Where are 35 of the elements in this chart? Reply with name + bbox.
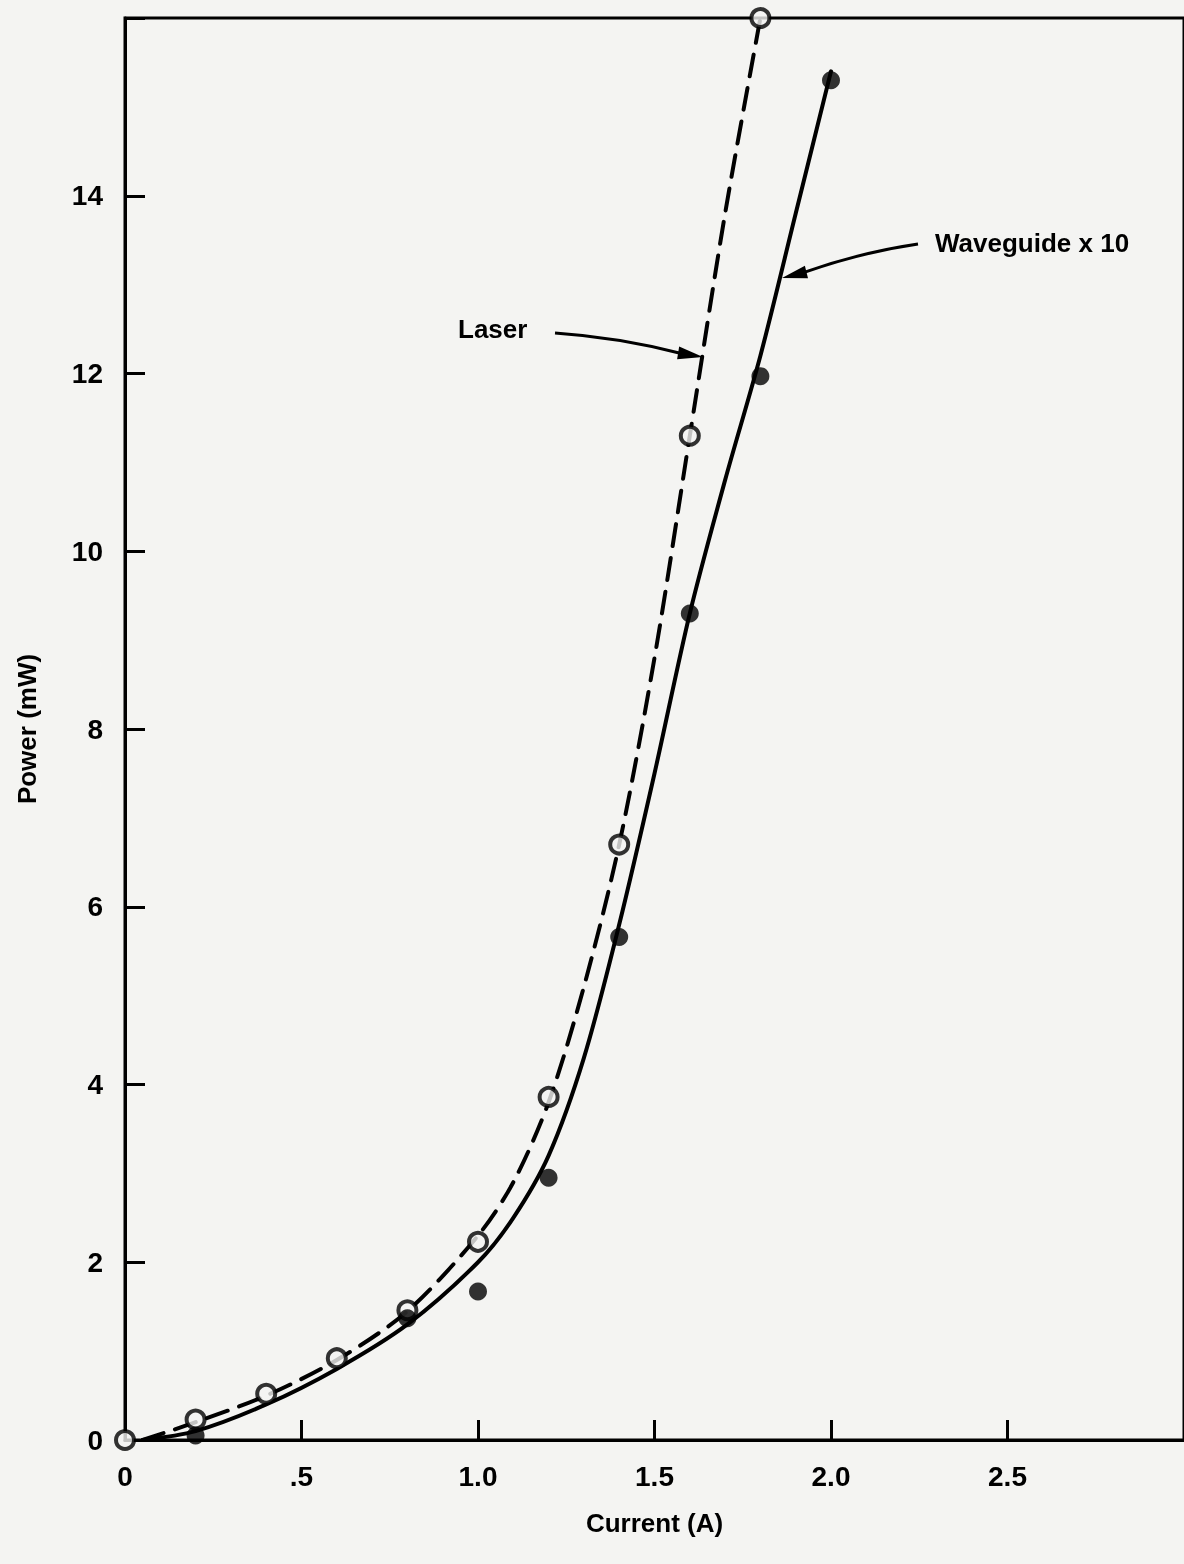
point bbox=[749, 7, 772, 29]
x-tick-label: .5 bbox=[289, 1460, 314, 1492]
point bbox=[469, 1282, 487, 1301]
point bbox=[680, 604, 699, 623]
annotation: Laser bbox=[458, 314, 528, 345]
y-tick-label: 4 bbox=[87, 1069, 104, 1100]
point bbox=[186, 1426, 205, 1445]
y-tick-label: 0 bbox=[87, 1424, 103, 1456]
y-tick-label: 6 bbox=[87, 891, 103, 923]
point bbox=[751, 367, 770, 386]
point bbox=[608, 833, 631, 856]
y-tick-label: 2 bbox=[87, 1246, 103, 1278]
x-tick-label: 1.0 bbox=[458, 1460, 498, 1492]
point bbox=[537, 1085, 560, 1108]
point bbox=[822, 71, 840, 90]
y-tick-label: 10 bbox=[71, 535, 103, 567]
x-axis-title: Current (A) bbox=[585, 1508, 724, 1538]
x-tick-label: 1.5 bbox=[635, 1460, 674, 1492]
y-tick-label: 8 bbox=[87, 713, 103, 745]
point bbox=[678, 424, 701, 447]
point bbox=[398, 1309, 417, 1328]
x-tick-label: 2.0 bbox=[811, 1460, 851, 1492]
x-tick-label: 0 bbox=[117, 1460, 133, 1492]
point bbox=[610, 927, 629, 946]
point bbox=[325, 1347, 348, 1370]
y-tick-label: 12 bbox=[71, 358, 103, 389]
x-tick-label: 2.5 bbox=[988, 1460, 1027, 1492]
point bbox=[467, 1230, 489, 1253]
point bbox=[114, 1429, 136, 1451]
annotation: Waveguide x 10 bbox=[935, 228, 1130, 259]
point bbox=[255, 1382, 278, 1405]
y-axis-title: Power (mW) bbox=[12, 653, 42, 805]
y-tick-label: 14 bbox=[71, 180, 104, 212]
point bbox=[539, 1168, 558, 1187]
point bbox=[184, 1408, 207, 1431]
